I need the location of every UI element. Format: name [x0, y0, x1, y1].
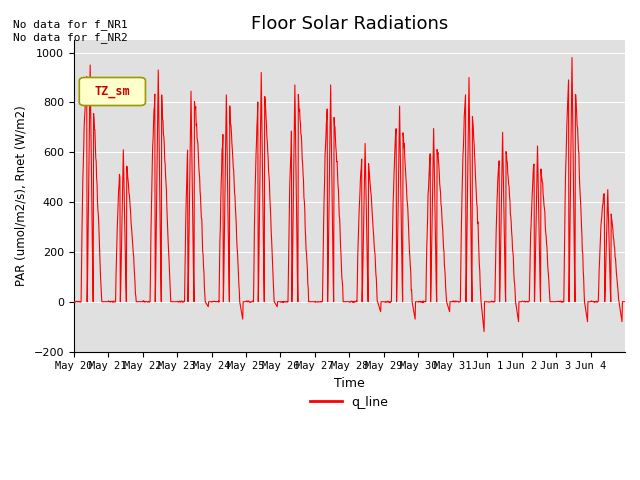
Title: Floor Solar Radiations: Floor Solar Radiations — [251, 15, 448, 33]
Text: TZ_sm: TZ_sm — [95, 85, 130, 98]
Y-axis label: PAR (umol/m2/s), Rnet (W/m2): PAR (umol/m2/s), Rnet (W/m2) — [15, 106, 28, 286]
FancyBboxPatch shape — [79, 77, 145, 106]
Legend: q_line: q_line — [305, 391, 394, 414]
Text: No data for f_NR1
No data for f_NR2: No data for f_NR1 No data for f_NR2 — [13, 19, 127, 43]
X-axis label: Time: Time — [334, 377, 365, 390]
